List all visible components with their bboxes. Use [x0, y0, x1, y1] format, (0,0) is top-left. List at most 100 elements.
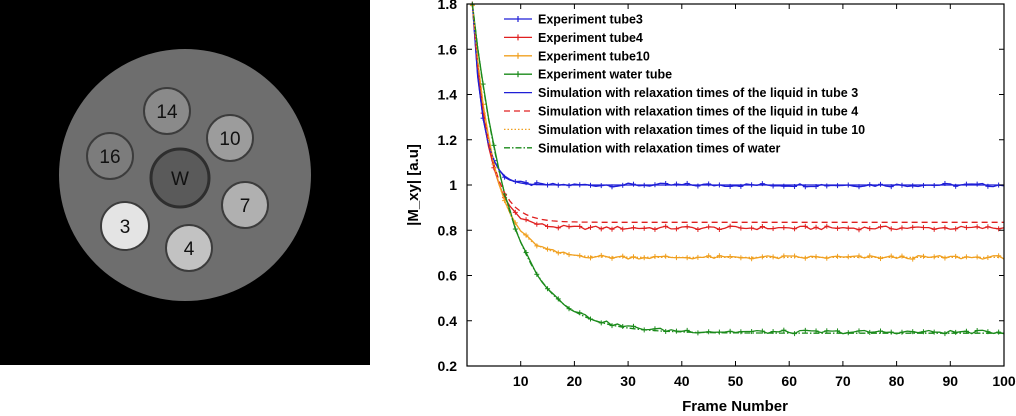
series-marker-4: [813, 328, 819, 334]
legend-label-2: Experiment tube4: [538, 31, 643, 45]
x-tick-label: 100: [992, 373, 1016, 389]
series-marker-1: [835, 183, 841, 189]
series-marker-2: [910, 224, 916, 230]
series-marker-1: [792, 184, 798, 190]
x-tick-label: 40: [674, 373, 690, 389]
series-marker-4: [491, 142, 497, 148]
series-marker-1: [770, 183, 776, 189]
series-marker-1: [502, 174, 508, 180]
series-marker-1: [877, 181, 883, 187]
x-tick-label: 30: [620, 373, 636, 389]
series-marker-4: [534, 271, 540, 277]
series-marker-2: [684, 224, 690, 230]
series-marker-1: [555, 182, 561, 188]
x-tick-label: 20: [567, 373, 583, 389]
series-marker-3: [802, 255, 808, 261]
series-marker-2: [813, 224, 819, 230]
series-marker-1: [512, 179, 518, 185]
series-marker-4: [942, 331, 948, 337]
series-marker-1: [620, 182, 626, 188]
series-marker-2: [566, 224, 572, 230]
series-marker-1: [663, 180, 669, 186]
series-marker-2: [963, 225, 969, 231]
series-marker-3: [770, 254, 776, 260]
series-marker-4: [652, 326, 658, 332]
series-marker-2: [974, 224, 980, 230]
series-marker-3: [963, 254, 969, 260]
series-marker-2: [512, 209, 518, 215]
series-marker-3: [888, 253, 894, 259]
series-marker-2: [867, 226, 873, 232]
series-marker-1: [588, 182, 594, 188]
series-marker-4: [684, 327, 690, 333]
series-marker-3: [620, 253, 626, 259]
legend-label-3: Experiment tube10: [538, 49, 650, 63]
series-marker-1: [716, 182, 722, 188]
series-marker-1: [963, 181, 969, 187]
series-marker-4: [867, 329, 873, 335]
tube-label-14: 14: [156, 102, 178, 123]
series-marker-2: [877, 224, 883, 230]
series-marker-3: [985, 255, 991, 261]
legend-label-1: Experiment tube3: [538, 13, 643, 27]
series-marker-3: [759, 254, 765, 260]
series-marker-1: [899, 182, 905, 188]
series-marker-3: [996, 253, 1002, 259]
series-marker-2: [620, 226, 626, 232]
series-marker-1: [953, 183, 959, 189]
tube-label-w: W: [171, 169, 189, 190]
tube-3: [100, 201, 150, 251]
series-marker-4: [716, 329, 722, 335]
series-marker-1: [867, 182, 873, 188]
series-marker-2: [996, 226, 1002, 232]
series-marker-3: [641, 255, 647, 261]
y-tick-label: 0.6: [438, 268, 458, 284]
series-marker-2: [663, 223, 669, 229]
series-line-5: [471, 3, 1004, 186]
series-marker-3: [845, 254, 851, 260]
series-marker-4: [641, 327, 647, 333]
series-marker-4: [502, 191, 508, 197]
series-marker-2: [953, 226, 959, 232]
series-marker-1: [749, 182, 755, 188]
series-line-2: [471, 3, 1005, 231]
series-marker-3: [534, 243, 540, 249]
series-marker-4: [996, 329, 1002, 335]
series-marker-4: [770, 329, 776, 335]
series-marker-1: [523, 180, 529, 186]
series-marker-1: [845, 182, 851, 188]
series-marker-3: [899, 253, 905, 259]
series-marker-3: [555, 250, 561, 256]
series-marker-3: [588, 255, 594, 261]
series-marker-3: [749, 256, 755, 262]
series-marker-4: [620, 323, 626, 329]
series-marker-3: [598, 252, 604, 258]
series-marker-3: [512, 220, 518, 226]
series-marker-3: [974, 254, 980, 260]
series-marker-1: [996, 182, 1002, 188]
series-marker-2: [727, 223, 733, 229]
series-marker-3: [545, 246, 551, 252]
series-marker-4: [781, 327, 787, 333]
series-marker-2: [824, 223, 830, 229]
series-marker-4: [545, 286, 551, 292]
tube-label-7: 7: [240, 196, 251, 217]
legend-label-8: Simulation with relaxation times of wate…: [538, 141, 781, 155]
series-marker-2: [802, 223, 808, 229]
series-marker-4: [673, 328, 679, 334]
series-marker-1: [545, 182, 551, 188]
x-tick-label: 50: [728, 373, 744, 389]
tube-10: [206, 114, 254, 162]
y-tick-label: 1.6: [438, 41, 458, 57]
series-marker-4: [845, 330, 851, 336]
series-marker-1: [630, 181, 636, 187]
series-marker-3: [910, 256, 916, 262]
series-marker-3: [738, 255, 744, 261]
series-marker-2: [469, 1, 475, 7]
phantom-image: 14 10 16 W 7 3 4: [0, 0, 370, 365]
series-marker-1: [673, 181, 679, 187]
series-marker-1: [759, 181, 765, 187]
series-marker-4: [888, 329, 894, 335]
series-marker-1: [888, 184, 894, 190]
series-marker-3: [727, 253, 733, 259]
